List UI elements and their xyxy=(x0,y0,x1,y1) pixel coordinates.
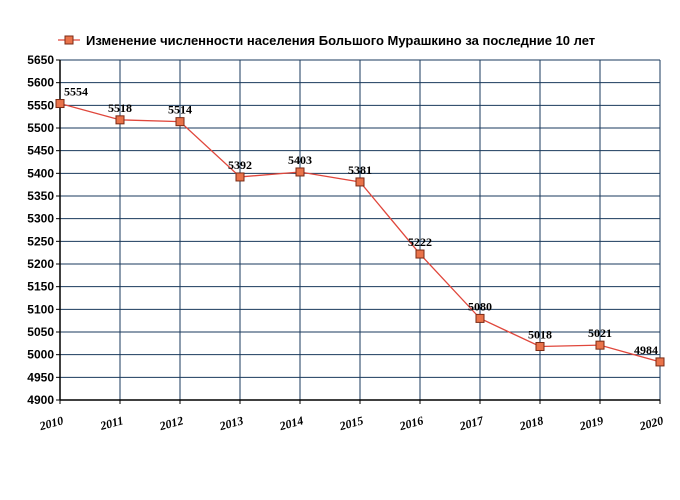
y-tick-label: 5450 xyxy=(27,144,54,158)
data-labels: 5554 5518 5514 5392 5403 5381 5222 5080 5018 5021… xyxy=(64,85,658,357)
data-point xyxy=(235,172,245,182)
data-label: 5403 xyxy=(288,153,312,167)
y-tick-label: 4900 xyxy=(27,393,54,407)
data-point xyxy=(355,177,365,187)
data-label: 4984 xyxy=(634,343,658,357)
data-point xyxy=(595,340,605,350)
data-label: 5392 xyxy=(228,158,252,172)
series-population xyxy=(55,99,665,367)
y-tick-label: 5400 xyxy=(27,166,54,180)
y-tick-label: 5350 xyxy=(27,189,54,203)
y-tick-label: 5000 xyxy=(27,348,54,362)
y-tick-label: 5600 xyxy=(27,76,54,90)
y-tick-label: 5650 xyxy=(27,53,54,67)
x-tick-label: 2011 xyxy=(98,413,125,433)
legend: Изменение численности населения Большого… xyxy=(58,33,595,48)
x-tick-label: 2010 xyxy=(37,413,65,433)
legend-label: Изменение численности населения Большого… xyxy=(86,33,595,48)
data-label: 5021 xyxy=(588,326,612,340)
y-tick-label: 5150 xyxy=(27,280,54,294)
y-tick-label: 5550 xyxy=(27,98,54,112)
data-label: 5514 xyxy=(168,103,192,117)
x-tick-label: 2013 xyxy=(217,413,245,433)
y-tick-label: 5200 xyxy=(27,257,54,271)
y-tick-label: 5250 xyxy=(27,234,54,248)
data-label: 5554 xyxy=(64,85,88,99)
x-tick-label: 2017 xyxy=(457,413,486,433)
y-tick-label: 5100 xyxy=(27,302,54,316)
x-tick-label: 2016 xyxy=(397,413,425,433)
data-point xyxy=(535,342,545,352)
y-tick-label: 4950 xyxy=(27,370,54,384)
x-tick-label: 2020 xyxy=(637,413,665,433)
data-point xyxy=(55,99,65,109)
data-label: 5018 xyxy=(528,328,552,342)
x-tick-label: 2014 xyxy=(277,413,305,433)
y-tick-label: 5500 xyxy=(27,121,54,135)
data-point xyxy=(175,117,185,127)
data-point xyxy=(475,313,485,323)
y-tick-label: 5300 xyxy=(27,212,54,226)
legend-marker xyxy=(64,35,74,45)
x-tick-labels: 2010 2011 2012 2013 2014 2015 2016 2017 2018 2019… xyxy=(37,400,665,433)
x-tick-label: 2012 xyxy=(157,413,185,433)
data-label: 5381 xyxy=(348,163,372,177)
data-label: 5080 xyxy=(468,299,492,313)
data-label: 5518 xyxy=(108,101,132,115)
data-label: 5222 xyxy=(408,235,432,249)
x-tick-label: 2018 xyxy=(517,413,545,433)
y-tick-labels: 4900 4950 5000 5050 5100 5150 5200 5250 5300 5350… xyxy=(27,53,60,407)
data-point xyxy=(295,167,305,177)
data-point xyxy=(115,115,125,125)
x-tick-label: 2015 xyxy=(337,413,365,433)
data-point xyxy=(655,357,665,367)
x-tick-label: 2019 xyxy=(577,413,605,433)
y-tick-label: 5050 xyxy=(27,325,54,339)
grid xyxy=(59,59,661,401)
data-point xyxy=(415,249,425,259)
